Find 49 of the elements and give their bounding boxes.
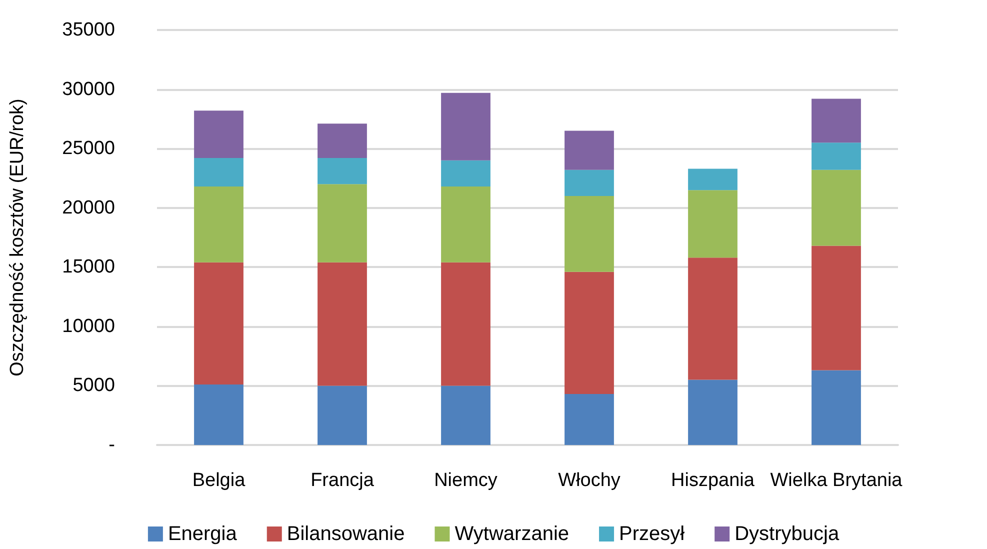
bar [812,170,861,246]
legend-label: Wytwarzanie [454,523,570,545]
y-tick-label: 15000 [62,256,115,278]
x-tick-label: Włochy [558,470,621,491]
bar [194,262,244,385]
bar [564,196,614,272]
bar [812,370,861,445]
x-tick-label: Francja [310,470,374,491]
y-tick-label: - [108,434,115,456]
x-tick-label: Niemcy [434,470,498,491]
x-tick-label: Hiszpania [671,470,755,491]
y-tick-label: 35000 [62,20,115,40]
bar [688,380,738,445]
bar [688,258,738,380]
legend-label: Energia [168,523,238,545]
bar [441,262,490,386]
y-tick-label: 5000 [72,375,115,396]
legend-label: Przesył [619,523,686,545]
bar [812,246,861,370]
y-tick-label: 20000 [62,197,115,218]
y-tick-label: 25000 [62,138,115,160]
y-tick-label: 30000 [62,78,115,100]
bar [194,384,244,445]
bar [441,186,490,262]
bar [688,190,738,258]
bar [318,124,367,158]
bar [194,186,244,262]
bar [812,142,861,170]
x-tick-label: Belgia [192,470,246,491]
bar [318,386,367,445]
bar [318,262,367,386]
bar [318,184,367,262]
legend-label: Bilansowanie [286,523,405,545]
bar [194,110,244,158]
bar [441,92,490,160]
y-tick-label: 10000 [62,316,115,337]
y-axis-title: Oszczędność kosztów (EUR/rok) [7,98,28,376]
bar [441,160,490,187]
bar [564,130,614,170]
bar [564,170,614,196]
bar [564,272,614,394]
bar [441,386,490,445]
bar [318,158,367,184]
bar [564,394,614,445]
bar [194,158,244,187]
bar [688,168,738,190]
x-tick-label: Wielka Brytania [770,470,903,491]
bar [812,98,861,143]
legend-label: Dystrybucja [734,523,840,545]
